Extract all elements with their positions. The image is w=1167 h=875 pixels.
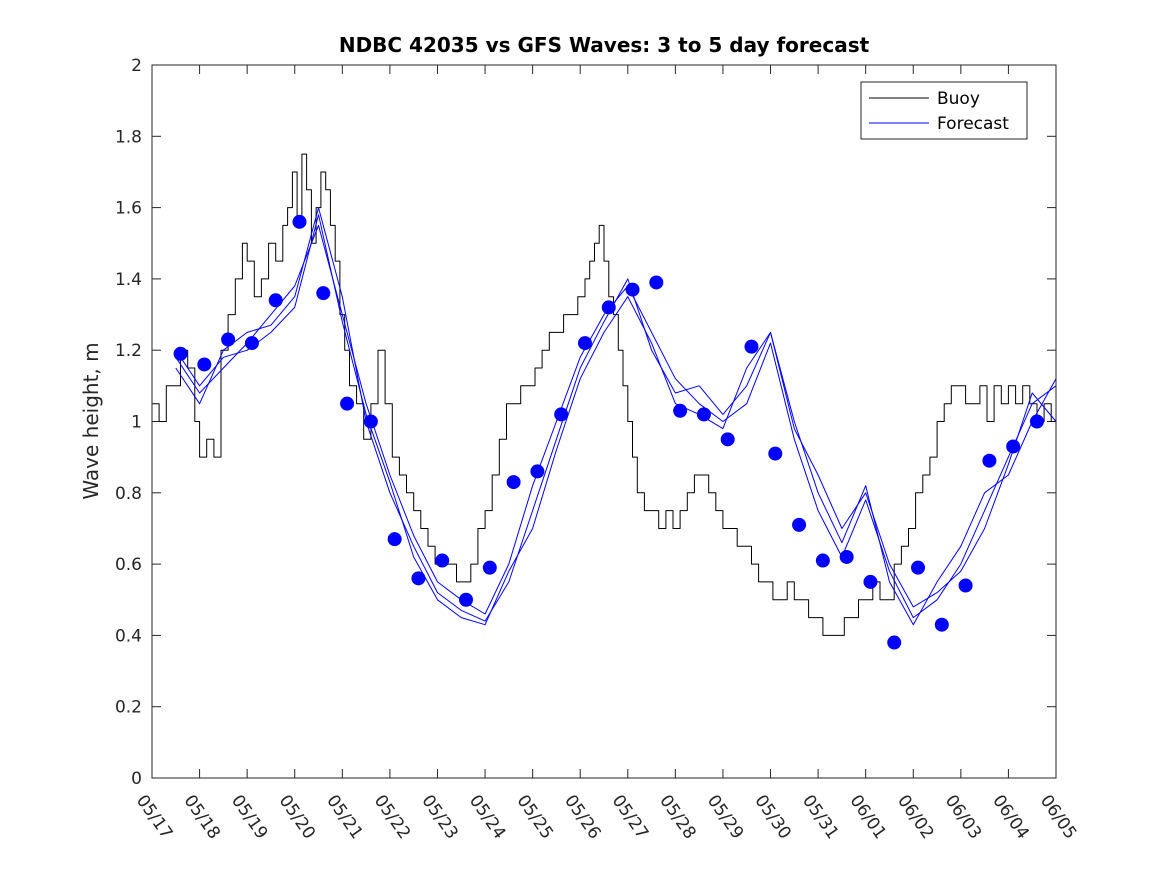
forecast-point	[1029, 414, 1044, 429]
plot-area	[152, 65, 1056, 778]
forecast-point	[268, 293, 283, 308]
forecast-point	[673, 403, 688, 418]
legend: Buoy Forecast	[860, 81, 1028, 140]
forecast-point	[601, 300, 616, 315]
forecast-point	[244, 336, 259, 351]
forecast-point	[292, 214, 307, 229]
y-tick-label: 1.8	[115, 127, 142, 147]
forecast-point	[625, 282, 640, 297]
forecast-point	[387, 532, 402, 547]
forecast-point	[459, 592, 474, 607]
forecast-point	[958, 578, 973, 593]
forecast-point	[982, 453, 997, 468]
forecast-point	[363, 414, 378, 429]
series-forecast-line	[175, 207, 1057, 626]
axis-ticks	[151, 64, 1057, 779]
forecast-point	[863, 574, 878, 589]
y-axis-label: Wave height, m	[79, 342, 103, 499]
legend-forecast-label: Forecast	[937, 114, 1009, 134]
forecast-point	[792, 517, 807, 532]
forecast-point	[934, 617, 949, 632]
forecast-point	[1006, 439, 1021, 454]
forecast-point	[696, 407, 711, 422]
y-tick-label: 0.4	[115, 626, 142, 646]
forecast-point	[911, 560, 926, 575]
forecast-point	[720, 432, 735, 447]
forecast-point	[744, 339, 759, 354]
forecast-point	[197, 357, 212, 372]
y-tick-label: 0	[131, 769, 142, 789]
y-tick-label: 1.2	[115, 341, 142, 361]
forecast-point	[482, 560, 497, 575]
forecast-point	[530, 464, 545, 479]
y-tick-label: 1.4	[115, 270, 142, 290]
forecast-point	[649, 275, 664, 290]
forecast-point	[815, 553, 830, 568]
forecast-point	[435, 553, 450, 568]
plot-frame	[151, 64, 1057, 779]
y-tick-label: 0.6	[115, 555, 142, 575]
y-tick-labels: 0 0.2 0.4 0.6 0.8 1 1.2 1.4 1.6 1.8 2	[115, 56, 142, 789]
y-tick-label: 1	[131, 413, 142, 433]
y-tick-label: 1.6	[115, 199, 142, 219]
y-tick-label: 0.2	[115, 698, 142, 718]
forecast-point	[554, 407, 569, 422]
y-tick-label: 2	[131, 56, 142, 76]
forecast-point	[768, 446, 783, 461]
forecast-point	[506, 475, 521, 490]
chart-title: NDBC 42035 vs GFS Waves: 3 to 5 day fore…	[339, 33, 870, 57]
forecast-point	[221, 332, 236, 347]
y-tick-label: 0.8	[115, 484, 142, 504]
forecast-point	[887, 635, 902, 650]
forecast-point	[577, 336, 592, 351]
forecast-point	[839, 549, 854, 564]
forecast-point	[316, 286, 331, 301]
marker-layer	[173, 214, 1044, 650]
forecast-point	[340, 396, 355, 411]
series-layer	[152, 153, 1057, 636]
forecast-point	[173, 346, 188, 361]
legend-box	[860, 81, 1028, 140]
series-forecast-line	[175, 214, 1057, 626]
forecast-point	[411, 571, 426, 586]
legend-buoy-label: Buoy	[937, 89, 980, 109]
series-buoy-line	[152, 153, 1056, 636]
